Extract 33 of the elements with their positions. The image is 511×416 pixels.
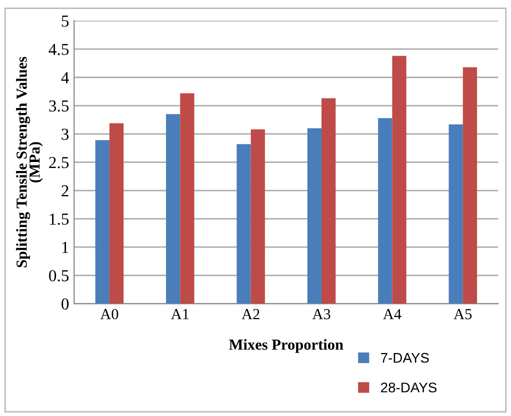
y-tick-label: 3 [62, 128, 69, 140]
bar [109, 123, 124, 304]
bar [392, 56, 406, 304]
x-tick-label: A2 [242, 309, 260, 320]
x-tick-label: A5 [454, 309, 472, 320]
legend-label: 28-DAYS [381, 382, 437, 392]
y-tick-label: 4.5 [48, 44, 69, 56]
y-tick-label: 3.5 [49, 100, 69, 112]
bar [378, 118, 392, 304]
x-tick-label: A4 [383, 309, 402, 320]
x-tick-label: A3 [312, 309, 330, 320]
bar [462, 67, 478, 304]
y-tick-label: 4 [61, 72, 69, 84]
y-tick-label: 1 [62, 242, 68, 253]
y-tick-label: 5 [62, 16, 69, 27]
bar [307, 128, 322, 304]
bar [322, 98, 336, 304]
bar [95, 140, 110, 304]
y-tick-label: 1.5 [50, 214, 69, 225]
bar [180, 93, 194, 304]
bar [166, 114, 180, 304]
y-tick-label: 0.5 [49, 270, 69, 282]
legend-label: 7-DAYS [381, 352, 429, 363]
x-tick-label: A1 [170, 309, 189, 320]
bar [250, 129, 265, 304]
bar [448, 124, 463, 304]
y-tick-label: 0 [62, 298, 69, 310]
x-axis-title: Mixes Proportion [229, 339, 344, 353]
y-tick-label: 2 [62, 185, 68, 196]
y-axis-title: Splitting Tensile Strength Values (MPa) [16, 56, 43, 268]
x-tick-label: A0 [100, 308, 118, 320]
y-tick-label: 2.5 [49, 156, 69, 168]
bar [236, 144, 251, 304]
